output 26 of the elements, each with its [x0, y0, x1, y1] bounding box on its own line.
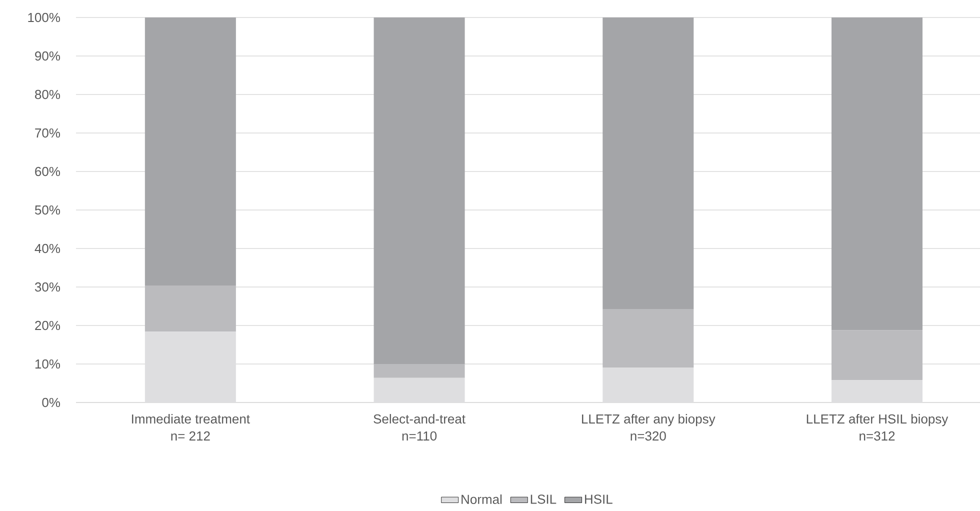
bar	[832, 330, 923, 380]
bar	[832, 17, 923, 330]
y-tick-label: 80%	[35, 90, 60, 100]
bar	[374, 364, 465, 378]
x-tick-label: Immediate treatment n= 212	[132, 414, 250, 440]
y-tick-label: 0%	[42, 398, 60, 408]
legend-label: Normal	[462, 494, 502, 504]
bar	[374, 17, 465, 364]
legend-label: HSIL	[585, 494, 612, 504]
legend-label: LSIL	[530, 494, 556, 504]
y-tick-label: 30%	[34, 282, 60, 292]
x-tick-label: LLETZ after any biopsy n=320	[582, 414, 716, 441]
y-tick-label: 20%	[35, 320, 60, 330]
bar	[602, 309, 694, 368]
y-tick-label: 70%	[35, 128, 60, 138]
x-tick-label: Select-and-treat n=110	[374, 414, 466, 441]
y-tick-label: 90%	[35, 51, 60, 61]
y-tick-label: 50%	[34, 205, 60, 215]
y-tick-label: 40%	[34, 244, 60, 254]
bar	[144, 17, 236, 286]
x-tick-label: LLETZ after HSIL biopsy n=312	[806, 414, 948, 441]
bar	[602, 17, 694, 310]
y-tick-label: 60%	[35, 166, 60, 176]
bar	[144, 286, 236, 332]
y-tick-label: 10%	[35, 359, 60, 369]
y-tick-label: 100%	[28, 12, 60, 22]
